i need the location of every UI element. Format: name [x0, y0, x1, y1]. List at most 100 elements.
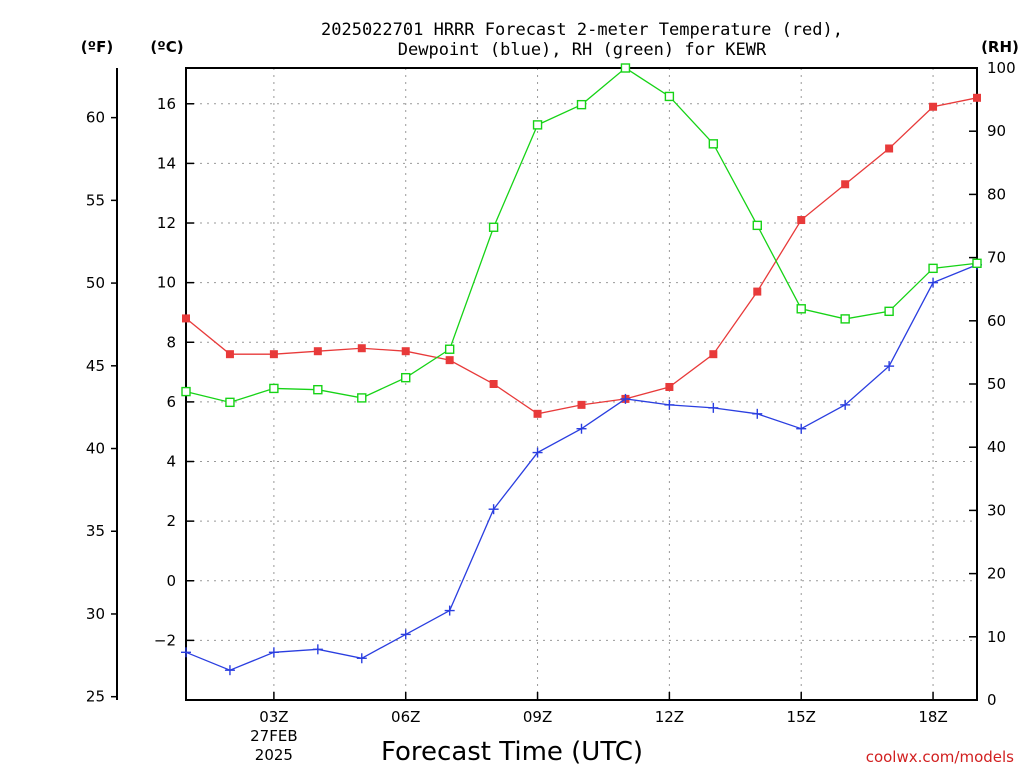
- x-tick-label: 03Z: [259, 708, 288, 726]
- dewpoint-point: [488, 504, 499, 515]
- fahrenheit-unit-label: (ºF): [81, 38, 113, 56]
- celsius-tick-label: 4: [166, 453, 176, 471]
- fahrenheit-tick-label: 35: [86, 522, 105, 540]
- temperature-point: [885, 144, 894, 153]
- temperature-point: [313, 347, 322, 356]
- temperature-point: [841, 180, 850, 189]
- celsius-tick-label: 10: [157, 274, 176, 292]
- rh-point: [401, 372, 411, 383]
- fahrenheit-tick-label: 50: [86, 274, 105, 292]
- temperature-point: [709, 350, 718, 359]
- temperature-point: [357, 344, 366, 353]
- rh-tick-label: 30: [987, 501, 1006, 519]
- fahrenheit-tick-label: 30: [86, 605, 105, 623]
- dewpoint-point: [752, 408, 763, 419]
- dewpoint-point: [576, 423, 587, 434]
- rh-point: [796, 304, 806, 314]
- x-tick-sublabel: 27FEB: [250, 727, 297, 745]
- celsius-tick-label: 8: [166, 333, 176, 351]
- dewpoint-point: [620, 393, 631, 404]
- dewpoint-point: [664, 399, 675, 410]
- dewpoint-point: [268, 647, 279, 658]
- celsius-tick-label: 16: [157, 95, 176, 113]
- rh-point: [488, 222, 499, 232]
- chart-title-line-1: 2025022701 HRRR Forecast 2-meter Tempera…: [321, 20, 843, 40]
- chart-title-line-2: Dewpoint (blue), RH (green) for KEWR: [398, 40, 767, 60]
- temperature-point: [182, 314, 190, 323]
- dewpoint-point: [796, 423, 807, 434]
- rh-point: [444, 344, 455, 354]
- rh-point: [313, 384, 323, 395]
- rh-point: [576, 99, 587, 110]
- temperature-point: [269, 350, 278, 359]
- dewpoint-point: [928, 277, 939, 288]
- temperature-point: [577, 400, 586, 409]
- temperature-point: [797, 216, 806, 225]
- x-tick-label: 06Z: [391, 708, 420, 726]
- temperature-point: [533, 409, 542, 418]
- axes: [111, 67, 978, 701]
- temperature-point: [973, 93, 981, 102]
- data-series: [181, 63, 982, 676]
- temperature-point: [929, 102, 938, 111]
- rh-unit-label: (RH): [981, 38, 1019, 56]
- rh-tick-label: 90: [987, 122, 1006, 140]
- x-tick-label: 09Z: [523, 708, 552, 726]
- rh-point: [708, 139, 719, 149]
- fahrenheit-tick-label: 40: [86, 440, 105, 458]
- temperature-point: [401, 347, 410, 356]
- dewpoint-point: [532, 447, 543, 458]
- celsius-tick-label: 12: [157, 214, 176, 232]
- temperature-point: [665, 382, 674, 391]
- temperature-point: [225, 350, 234, 359]
- rh-tick-label: 100: [987, 59, 1016, 77]
- x-tick-label: 18Z: [918, 708, 947, 726]
- celsius-tick-label: 14: [157, 154, 176, 172]
- series-line-0: [185, 97, 978, 415]
- grid-lines: [186, 68, 977, 700]
- rh-point: [181, 386, 191, 397]
- dewpoint-point: [181, 647, 191, 658]
- rh-point: [620, 63, 631, 73]
- dewpoint-point: [224, 665, 235, 676]
- rh-point: [884, 306, 894, 317]
- rh-point: [752, 220, 762, 231]
- celsius-tick-label: 0: [166, 572, 176, 590]
- celsius-tick-label: 6: [166, 393, 176, 411]
- dewpoint-point: [312, 644, 323, 655]
- temperature-point: [753, 287, 762, 296]
- x-axis-label: Forecast Time (UTC): [381, 737, 643, 767]
- dewpoint-point: [708, 402, 719, 413]
- dewpoint-point: [884, 361, 895, 372]
- x-tick-label: 15Z: [787, 708, 816, 726]
- rh-point: [664, 91, 675, 102]
- rh-point: [269, 383, 279, 394]
- rh-tick-label: 70: [987, 249, 1006, 267]
- fahrenheit-tick-label: 60: [86, 109, 105, 127]
- fahrenheit-tick-label: 25: [86, 688, 105, 706]
- dewpoint-point: [444, 605, 455, 616]
- rh-point: [532, 120, 543, 130]
- temperature-point: [445, 356, 454, 365]
- plot-frame: [185, 67, 978, 701]
- rh-tick-label: 20: [987, 565, 1006, 583]
- rh-point: [928, 263, 938, 274]
- dewpoint-point: [840, 399, 851, 410]
- series-line-1: [185, 264, 978, 671]
- rh-tick-label: 80: [987, 185, 1006, 203]
- tick-labels: −2 0 2 4 6 8 10 12 14 16 25 30 35 40 45 50 55 60 0 10 20 30 40…: [86, 59, 1016, 764]
- fahrenheit-tick-label: 45: [86, 357, 105, 375]
- x-tick-label: 12Z: [655, 708, 684, 726]
- celsius-tick-label: −2: [154, 631, 176, 649]
- x-tick-sublabel: 2025: [255, 746, 293, 764]
- celsius-tick-label: 2: [166, 512, 176, 530]
- rh-tick-label: 10: [987, 628, 1006, 646]
- dewpoint-point: [400, 629, 411, 640]
- rh-tick-label: 0: [987, 691, 997, 709]
- rh-point: [972, 258, 982, 268]
- celsius-unit-label: (ºC): [150, 38, 183, 56]
- credit-text: coolwx.com/models: [866, 748, 1014, 766]
- dewpoint-point: [356, 653, 367, 664]
- rh-point: [840, 314, 850, 324]
- fahrenheit-tick-label: 55: [86, 191, 105, 209]
